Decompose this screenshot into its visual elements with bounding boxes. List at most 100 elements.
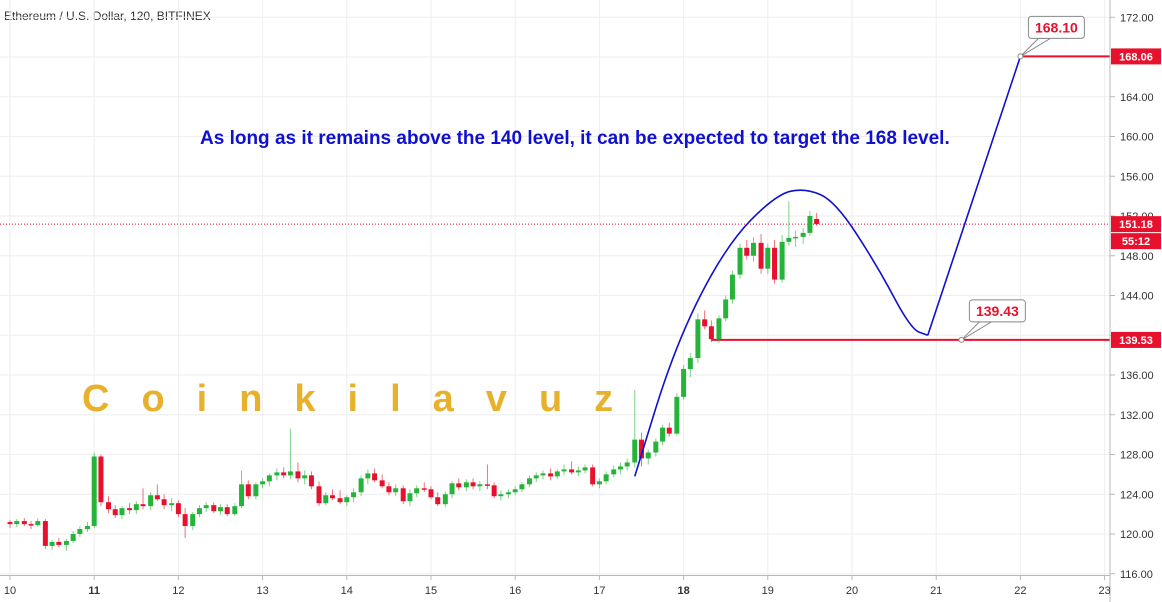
- candle-body: [49, 541, 55, 546]
- candle-body: [695, 319, 701, 359]
- candle-body: [533, 475, 539, 479]
- candle: [653, 438, 659, 457]
- candle-body: [758, 242, 764, 269]
- candle-body: [807, 216, 813, 233]
- candle-body: [729, 274, 735, 300]
- time-axis[interactable]: 10 11 12 13 14 15 16 17 18 19 20 21 22 23: [4, 575, 1111, 597]
- candle: [182, 508, 188, 538]
- candle-body: [666, 427, 672, 434]
- candle: [814, 213, 820, 226]
- candle-body: [239, 484, 245, 507]
- candle-body: [540, 473, 546, 476]
- candle: [127, 503, 133, 515]
- candle: [596, 478, 602, 489]
- candle-body: [316, 486, 322, 504]
- candle-body: [400, 488, 406, 502]
- candle: [702, 310, 708, 330]
- candle-body: [779, 241, 785, 280]
- candle: [49, 539, 55, 550]
- candle-body: [323, 495, 329, 504]
- price-tick-label: 148.00: [1120, 251, 1154, 263]
- candle-body: [35, 521, 41, 526]
- candle: [218, 504, 223, 516]
- candle-body: [232, 506, 238, 515]
- candle: [56, 537, 62, 547]
- candle-body: [140, 504, 146, 507]
- candle: [666, 422, 672, 437]
- price-tick-label: 124.00: [1120, 489, 1154, 501]
- candle-body: [28, 524, 34, 526]
- candle-body: [561, 469, 567, 472]
- candle: [372, 468, 378, 483]
- candle: [449, 481, 455, 499]
- candle: [224, 504, 230, 517]
- resistance-target-callout: 168.10: [1017, 15, 1085, 60]
- price-axis-bg: [1110, 0, 1162, 602]
- candle-body: [428, 489, 434, 498]
- candle-body: [653, 441, 659, 453]
- candle: [379, 474, 385, 489]
- candle-body: [575, 470, 581, 473]
- candle: [505, 489, 511, 499]
- candle: [744, 239, 750, 260]
- price-tick-label: 132.00: [1120, 410, 1154, 422]
- candle-body: [7, 522, 13, 525]
- time-tick-label: 18: [677, 585, 689, 597]
- support-callout: 139.43: [958, 299, 1026, 343]
- candle-body: [442, 494, 448, 505]
- candle: [582, 464, 588, 474]
- candle-body: [63, 540, 69, 545]
- candle: [260, 478, 266, 489]
- candle-body: [106, 502, 112, 510]
- candle-body: [329, 495, 335, 499]
- candle: [632, 389, 638, 468]
- callout-pointer: [961, 321, 994, 341]
- candle-body: [274, 472, 280, 476]
- candle-body: [84, 526, 90, 530]
- candle-body: [569, 469, 575, 473]
- candle: [211, 502, 217, 514]
- candle-body: [786, 237, 792, 242]
- candle-body: [77, 529, 83, 534]
- candle-body: [358, 478, 364, 493]
- candle-body: [582, 467, 588, 471]
- candle-body: [196, 508, 202, 515]
- candle-body: [737, 247, 743, 275]
- candle: [287, 428, 293, 480]
- candle: [765, 243, 771, 274]
- candle-body: [554, 471, 560, 477]
- countdown-label: 55:12: [1122, 236, 1150, 248]
- candle-body: [372, 473, 378, 481]
- candle-body: [519, 484, 525, 490]
- candle: [639, 432, 644, 467]
- candle: [645, 449, 651, 465]
- candle: [329, 489, 335, 501]
- candle: [112, 505, 118, 519]
- candle: [400, 485, 406, 505]
- candle: [239, 470, 245, 509]
- candle-body: [624, 462, 630, 467]
- candle-body: [505, 492, 511, 495]
- candle: [119, 506, 125, 520]
- price-tick-label: 172.00: [1120, 12, 1154, 24]
- candle: [161, 494, 167, 510]
- candle: [7, 520, 13, 529]
- candle-body: [169, 503, 175, 506]
- price-tick-label: 156.00: [1120, 171, 1154, 183]
- candle-body: [477, 484, 483, 487]
- candle-body: [112, 509, 118, 516]
- candle: [323, 492, 329, 506]
- candle-body: [498, 494, 504, 497]
- candle-body: [42, 521, 48, 546]
- candle: [232, 503, 238, 517]
- candle-body: [337, 498, 343, 503]
- candle-body: [596, 481, 602, 485]
- callout-anchor: [958, 336, 965, 343]
- resistance-target-axis-label: 168.06: [1119, 51, 1153, 63]
- candle-body: [119, 508, 125, 516]
- candle-body: [393, 488, 399, 493]
- candle: [470, 478, 476, 490]
- price-tick-label: 116.00: [1120, 569, 1153, 581]
